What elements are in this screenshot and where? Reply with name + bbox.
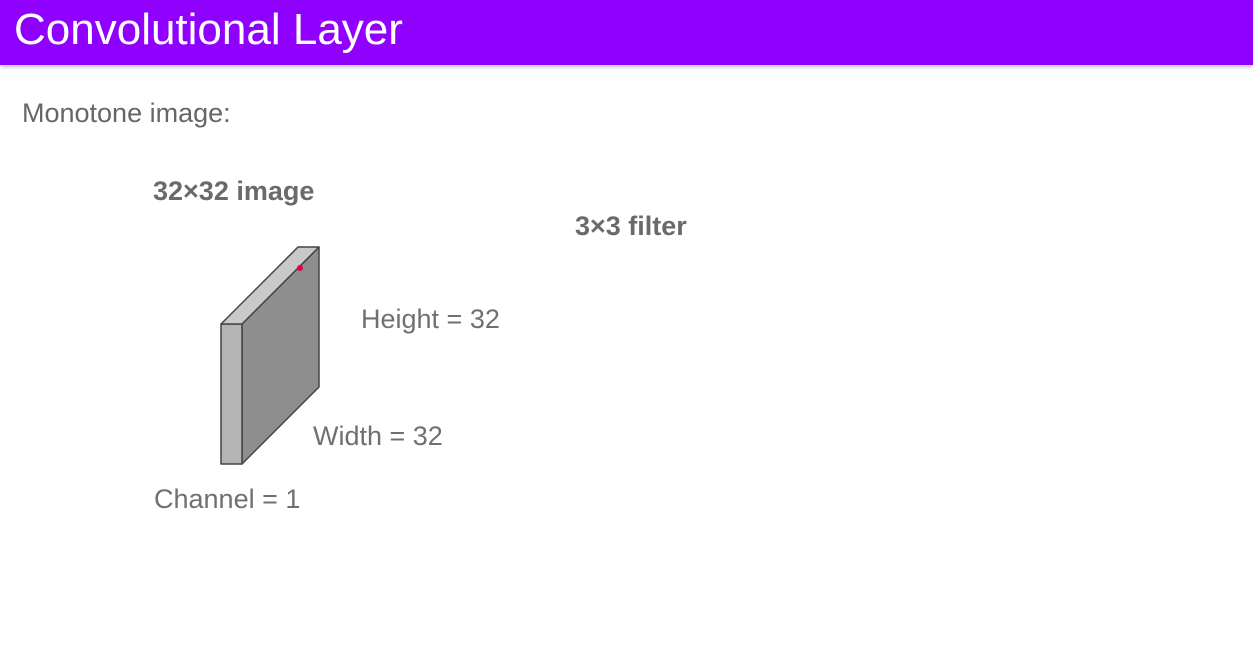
image-block-top-face xyxy=(220,246,320,325)
channel-label: Channel = 1 xyxy=(154,484,301,514)
image-block-side-face xyxy=(220,323,243,465)
monotone-image-subtitle: Monotone image: xyxy=(22,98,231,128)
slide-title: Convolutional Layer xyxy=(14,5,403,54)
height-label: Height = 32 xyxy=(361,304,500,334)
filter-size-label: 3×3 filter xyxy=(575,211,687,241)
image-size-label: 32×32 image xyxy=(153,176,315,206)
pointer-dot xyxy=(297,265,303,271)
slide-header: Convolutional Layer xyxy=(0,0,1253,65)
width-label: Width = 32 xyxy=(313,421,443,451)
